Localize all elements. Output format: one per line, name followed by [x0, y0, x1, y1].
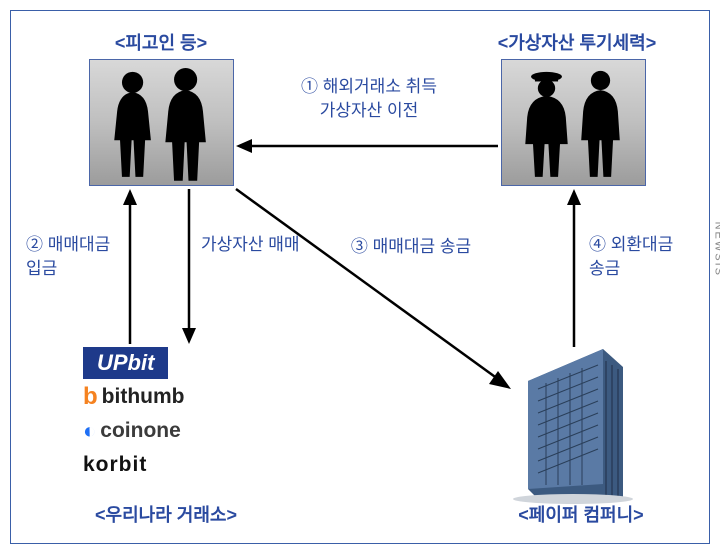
exchanges-list: UPbit bbithumb ◐coinone korbit [83, 346, 253, 482]
arrow-step1 [236, 131, 498, 161]
arrow-step2b-down [174, 189, 204, 344]
label-step4-line2: 송금 [589, 259, 620, 278]
arrow-step4 [559, 189, 589, 347]
heading-exchanges: <우리나라 거래소> [71, 501, 261, 527]
upbit-label: UPbit [83, 347, 168, 379]
heading-defendants: <피고인 등> [81, 29, 241, 55]
speculators-box [501, 59, 646, 186]
label-step1: ① 해외거래소 취득 가상자산 이전 [269, 75, 469, 123]
coinone-icon: ◐ [83, 418, 96, 444]
korbit-label: korbit [83, 453, 147, 477]
label-step4: ④ 외환대금 송금 [589, 233, 699, 281]
suited-people-icon [506, 61, 641, 181]
label-step2: ② 매매대금 입금 [26, 233, 126, 281]
exchange-upbit: UPbit [83, 346, 253, 380]
exchange-bithumb: bbithumb [83, 380, 253, 414]
exchange-coinone: ◐coinone [83, 414, 253, 448]
defendants-box [89, 59, 234, 186]
heading-speculators: <가상자산 투기세력> [466, 29, 688, 55]
building-icon [508, 349, 638, 504]
label-step1-line1: ① 해외거래소 취득 [301, 77, 437, 96]
diagram-frame: <피고인 등> <가상자산 투기세력> [10, 10, 710, 544]
watermark: NEWSIS [712, 222, 720, 277]
bithumb-label: bithumb [102, 385, 185, 409]
exchange-korbit: korbit [83, 448, 253, 482]
label-step2-line1: ② 매매대금 [26, 235, 110, 254]
arrow-step3 [236, 189, 511, 389]
heading-papercompany: <페이퍼 컴퍼니> [486, 501, 676, 527]
people-silhouette-icon [94, 61, 229, 181]
bithumb-icon: b [83, 383, 98, 411]
label-step3: ③ 매매대금 송금 [331, 235, 491, 259]
label-step4-line1: ④ 외환대금 [589, 235, 673, 254]
coinone-label: coinone [100, 419, 181, 443]
label-step2-line2: 입금 [26, 259, 57, 278]
label-step1-line2: 가상자산 이전 [320, 101, 419, 120]
